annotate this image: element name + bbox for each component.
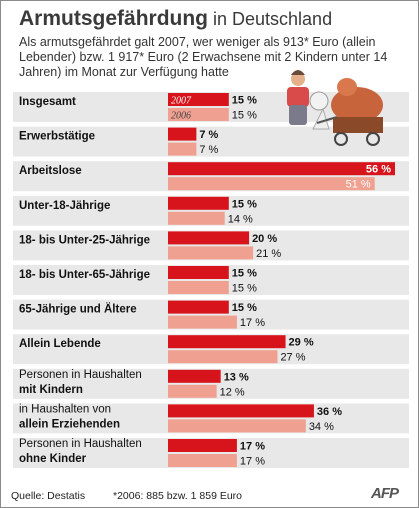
bar-2006 [168, 142, 197, 156]
bar-2007 [168, 127, 197, 141]
bar-2006 [168, 454, 237, 467]
value-label: 17 % [240, 317, 265, 329]
value-label: 12 % [220, 386, 245, 398]
value-label: 34 % [309, 421, 334, 433]
series-label-2006: 2006 [171, 111, 191, 122]
bar-2006 [168, 419, 306, 433]
category-label: 18- bis Unter-25-Jährige [19, 234, 150, 246]
bar-2007 [168, 162, 395, 176]
bar-2007 [168, 404, 314, 418]
bar-2007 [168, 335, 286, 349]
value-label: 27 % [280, 352, 305, 364]
value-label: 36 % [317, 406, 342, 418]
value-label: 7 % [199, 144, 218, 156]
category-label: 18- bis Unter-65-Jährige [19, 269, 150, 281]
category-label: in Haushalten von [19, 403, 111, 415]
value-label: 15 % [232, 283, 257, 295]
bar-2006 [168, 281, 229, 294]
value-label: 15 % [232, 198, 257, 210]
category-label: Unter-18-Jährige [19, 200, 110, 212]
bar-2006 [168, 384, 217, 398]
family-with-stroller-illustration [287, 70, 383, 146]
value-label: 21 % [256, 248, 281, 260]
category-label: Personen in Haushalten [19, 369, 142, 381]
page-title: Armutsgefährdung in Deutschland [19, 6, 332, 32]
category-label: mit Kindern [19, 384, 83, 396]
value-label: 15 % [232, 268, 257, 280]
value-label: 14 % [228, 213, 253, 225]
bar-2007 [168, 266, 229, 279]
category-label: Arbeitslose [19, 165, 82, 177]
category-label: Erwerbstätige [19, 131, 95, 143]
category-label: Personen in Haushalten [19, 438, 142, 450]
bar-2007 [168, 231, 250, 245]
bar-2007 [168, 196, 229, 210]
value-label: 7 % [199, 129, 218, 141]
value-label: 15 % [232, 95, 257, 107]
subtitle: Als armutsgefährdet galt 2007, wer wenig… [19, 35, 388, 79]
series-label-2007: 2007 [171, 96, 192, 107]
afp-logo: AFP [371, 485, 399, 502]
bar-2007 [168, 93, 229, 106]
value-label: 56 % [366, 164, 391, 176]
source-note: Quelle: Destatis [11, 490, 86, 502]
value-label: 13 % [224, 371, 249, 383]
bar-2006 [168, 315, 237, 329]
value-label: 51 % [346, 179, 371, 191]
bar-2006 [168, 108, 229, 121]
category-label: 65-Jährige und Ältere [19, 303, 137, 316]
title-rest: in Deutschland [208, 9, 333, 29]
category-label: Insgesamt [19, 96, 76, 108]
bar-2006 [168, 350, 278, 364]
bar-2006 [168, 246, 254, 260]
category-label: ohne Kinder [19, 453, 87, 465]
value-label: 15 % [232, 302, 257, 314]
bar-2006 [168, 177, 375, 191]
category-label: Allein Lebende [19, 338, 101, 350]
value-label: 15 % [232, 110, 257, 122]
footnote: *2006: 885 bzw. 1 859 Euro [113, 490, 243, 502]
bar-2007 [168, 300, 229, 314]
bar-2007 [168, 439, 237, 452]
category-label: allein Erziehenden [19, 418, 120, 430]
title-main: Armutsgefährdung [19, 7, 208, 30]
value-label: 17 % [240, 441, 265, 453]
value-label: 20 % [252, 233, 277, 245]
bar-2007 [168, 369, 221, 383]
value-label: 29 % [289, 337, 314, 349]
bar-2006 [168, 211, 225, 225]
value-label: 17 % [240, 456, 265, 468]
